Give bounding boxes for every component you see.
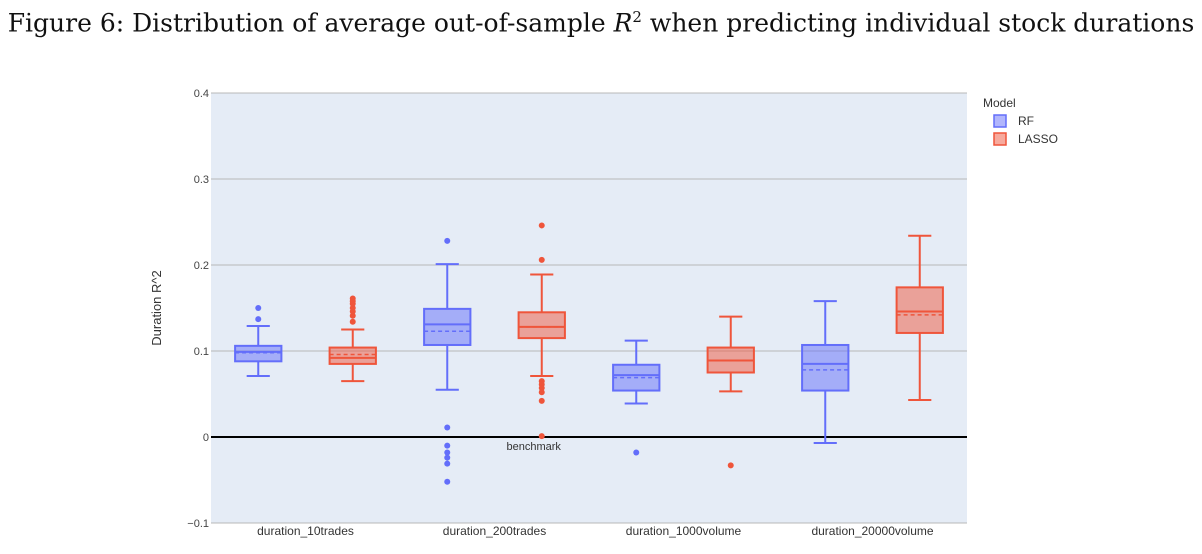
outlier-point <box>349 312 356 319</box>
caption-suffix: when predicting individual stock duratio… <box>641 8 1195 38</box>
legend-swatch <box>993 114 1007 128</box>
outlier-point <box>444 478 451 485</box>
outlier-point <box>538 433 545 440</box>
boxes-layer <box>234 222 944 485</box>
box-iqr <box>328 346 377 365</box>
outlier-point <box>444 237 451 244</box>
outlier-point <box>727 462 734 469</box>
caption-variable: R <box>613 8 633 38</box>
plot-area <box>211 93 967 523</box>
x-category-label: duration_1000volume <box>626 524 742 538</box>
outlier-point <box>538 397 545 404</box>
legend-label: LASSO <box>1018 132 1058 146</box>
legend-item-rf: RF <box>993 114 1034 128</box>
x-axis-categories: duration_10trades duration_200trades durat… <box>257 524 934 538</box>
box-iqr <box>895 286 944 334</box>
legend-title: Model <box>983 96 1016 110</box>
outlier-point <box>255 316 262 323</box>
outlier-point <box>255 305 262 311</box>
y-tick-label: 0.1 <box>194 346 209 358</box>
y-tick-label: 0 <box>203 432 209 444</box>
caption-prefix: Figure 6: Distribution of average out-of… <box>7 8 614 38</box>
outlier-point <box>444 454 451 461</box>
y-tick-label: 0.4 <box>194 88 209 100</box>
box-iqr <box>423 307 472 346</box>
box-lasso <box>328 295 377 383</box>
outlier-point <box>444 442 451 449</box>
outlier-point <box>538 222 545 229</box>
box-rf <box>612 339 661 456</box>
box-iqr <box>517 311 566 340</box>
y-tick-label: 0.2 <box>194 260 209 272</box>
legend-label: RF <box>1018 114 1034 128</box>
y-axis-label: Duration R^2 <box>149 270 164 345</box>
outlier-point <box>444 449 451 456</box>
outlier-point <box>444 460 451 467</box>
outlier-point <box>349 295 356 302</box>
y-tick-label: 0.3 <box>194 174 209 186</box>
box-rf <box>423 237 472 485</box>
figure-caption: Figure 6: Distribution of average out-of… <box>0 8 1202 37</box>
outlier-point <box>633 449 640 456</box>
y-tick-label: −0.1 <box>187 518 209 530</box>
box-lasso <box>706 315 755 469</box>
x-category-label: duration_10trades <box>257 524 354 538</box>
box-lasso <box>517 222 566 440</box>
caption-exponent: 2 <box>632 8 642 26</box>
legend-swatch <box>993 132 1007 146</box>
box-iqr <box>801 343 850 392</box>
outlier-point <box>349 318 356 325</box>
benchmark-label: benchmark <box>507 441 562 453</box>
x-category-label: duration_20000volume <box>811 524 933 538</box>
legend-item-lasso: LASSO <box>993 132 1058 146</box>
box-rf <box>801 300 850 445</box>
box-iqr <box>234 344 283 363</box>
box-lasso <box>895 234 944 402</box>
outlier-point <box>444 424 451 431</box>
outlier-point <box>538 389 545 396</box>
y-axis-ticks: −0.1 0 0.1 0.2 0.3 0.4 <box>187 88 209 530</box>
outlier-point <box>538 256 545 263</box>
legend: Model RF LASSO <box>983 96 1058 146</box>
box-rf <box>234 305 283 377</box>
outlier-point <box>538 384 545 391</box>
x-category-label: duration_200trades <box>443 524 546 538</box>
outlier-point <box>349 305 356 311</box>
